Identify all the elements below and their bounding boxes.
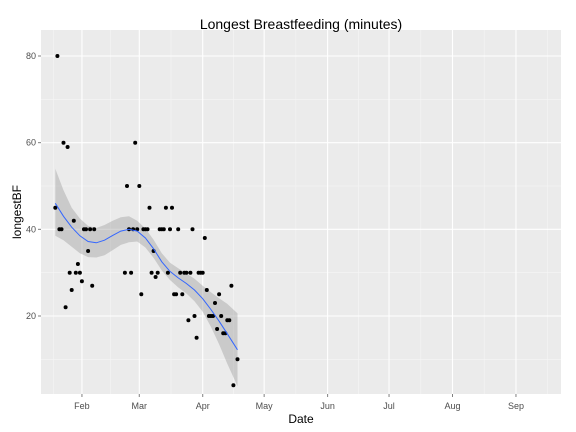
data-point — [125, 184, 129, 188]
data-point — [84, 227, 88, 232]
data-point — [149, 270, 154, 275]
data-point — [77, 270, 82, 275]
y-tick-label: 80 — [26, 51, 36, 61]
data-point — [202, 236, 207, 240]
y-tick-label: 40 — [26, 224, 36, 234]
data-point — [190, 227, 195, 232]
x-tick-label: Mar — [132, 401, 148, 411]
data-point — [135, 227, 140, 232]
data-point — [155, 270, 160, 275]
data-point — [53, 205, 58, 210]
data-point — [129, 270, 134, 275]
data-point — [163, 205, 168, 210]
data-point — [231, 383, 236, 388]
data-point — [184, 270, 189, 275]
smooth-line-layer — [54, 203, 238, 351]
x-tick-label: Jul — [383, 401, 395, 411]
data-point — [215, 327, 220, 331]
data-point — [168, 227, 172, 232]
data-point — [75, 262, 80, 266]
data-point — [137, 184, 142, 188]
data-point — [55, 54, 60, 58]
y-tick-label: 20 — [26, 311, 36, 321]
data-point — [145, 227, 150, 232]
data-point — [69, 288, 74, 292]
data-point — [71, 218, 76, 223]
data-point — [79, 279, 84, 284]
x-tick-label: Apr — [196, 401, 210, 411]
data-point — [153, 275, 158, 279]
data-point — [61, 140, 66, 145]
data-point — [65, 145, 70, 149]
data-point — [147, 205, 152, 210]
y-axis-title: longestBF — [10, 185, 24, 239]
data-point — [59, 227, 64, 232]
data-point — [73, 270, 78, 275]
data-point — [88, 227, 93, 232]
grid-major — [41, 30, 561, 394]
x-axis-ticks: Feb Mar Apr May Jun Jul Aug Sep — [74, 394, 524, 411]
smooth-line — [54, 203, 238, 351]
data-point — [219, 314, 224, 318]
data-point — [90, 283, 95, 288]
data-point — [86, 249, 91, 253]
data-point — [139, 292, 144, 297]
x-tick-label: Aug — [444, 401, 460, 411]
x-tick-label: Feb — [74, 401, 90, 411]
data-point — [178, 270, 183, 275]
data-point — [122, 270, 127, 275]
y-tick-label: 60 — [26, 138, 36, 148]
data-point — [213, 301, 217, 305]
data-point — [204, 288, 209, 292]
data-point — [188, 270, 193, 275]
data-point — [235, 357, 240, 362]
data-point — [176, 227, 181, 232]
data-point — [194, 335, 199, 340]
x-tick-label: Jun — [320, 401, 335, 411]
data-point — [92, 227, 97, 232]
plot-panel — [41, 30, 561, 394]
x-tick-label: Sep — [508, 401, 524, 411]
chart-title: Longest Breastfeeding (minutes) — [200, 16, 402, 32]
data-point — [186, 318, 191, 323]
data-point — [192, 314, 197, 318]
data-point — [133, 140, 138, 145]
data-point — [174, 292, 179, 297]
y-axis-ticks: 20 40 60 80 — [26, 51, 41, 321]
data-point — [67, 270, 72, 275]
data-point — [229, 283, 234, 288]
data-point — [180, 292, 185, 297]
data-point — [200, 270, 205, 275]
data-point — [161, 227, 166, 232]
data-point — [165, 270, 170, 275]
data-point — [217, 292, 222, 297]
data-point — [63, 305, 68, 310]
x-tick-label: May — [256, 401, 274, 411]
data-point — [170, 205, 174, 210]
x-axis-title: Date — [288, 412, 314, 426]
data-point — [211, 314, 215, 318]
data-point — [227, 318, 232, 323]
